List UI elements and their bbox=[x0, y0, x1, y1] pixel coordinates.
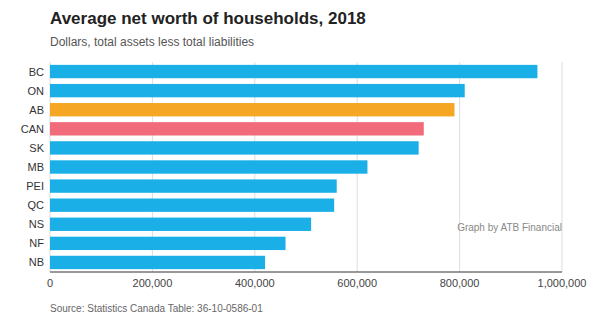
y-tick-label: SK bbox=[29, 142, 44, 154]
bar bbox=[50, 256, 265, 269]
bar bbox=[50, 65, 537, 78]
x-tick-label: 1,000,000 bbox=[538, 277, 587, 289]
grid-line bbox=[562, 62, 563, 272]
bar bbox=[50, 122, 424, 135]
bar bbox=[50, 218, 311, 231]
x-tick-label: 0 bbox=[47, 277, 53, 289]
bar bbox=[50, 141, 419, 154]
x-tick-label: 600,000 bbox=[337, 277, 377, 289]
title: Average net worth of households, 2018 bbox=[50, 9, 366, 28]
y-tick-label: NF bbox=[29, 237, 44, 249]
y-tick-label: ON bbox=[28, 85, 45, 97]
x-tick-label: 400,000 bbox=[235, 277, 275, 289]
y-tick-label: QC bbox=[28, 199, 45, 211]
y-tick-label: NB bbox=[29, 256, 44, 268]
x-tick-label: 800,000 bbox=[440, 277, 480, 289]
x-tick-label: 200,000 bbox=[133, 277, 173, 289]
chart: Average net worth of households, 2018 Dol… bbox=[0, 0, 600, 320]
source: Source: Statistics Canada Table: 36-10-0… bbox=[50, 303, 263, 314]
bar bbox=[50, 160, 367, 173]
y-tick-label: CAN bbox=[21, 123, 44, 135]
y-tick-label: BC bbox=[29, 66, 44, 78]
bar bbox=[50, 237, 286, 250]
y-tick-label: MB bbox=[28, 161, 45, 173]
y-tick-label: NS bbox=[29, 218, 44, 230]
subtitle: Dollars, total assets less total liabili… bbox=[50, 35, 254, 49]
bars bbox=[50, 65, 537, 269]
y-tick-label: PEI bbox=[26, 180, 44, 192]
bar bbox=[50, 199, 334, 212]
background bbox=[0, 0, 600, 320]
bar bbox=[50, 179, 337, 192]
annotation: Graph by ATB Financial bbox=[457, 222, 562, 233]
bar bbox=[50, 84, 465, 97]
y-tick-label: AB bbox=[29, 104, 44, 116]
bar bbox=[50, 103, 454, 116]
x-axis-line bbox=[50, 272, 562, 273]
x-grid bbox=[50, 62, 562, 272]
